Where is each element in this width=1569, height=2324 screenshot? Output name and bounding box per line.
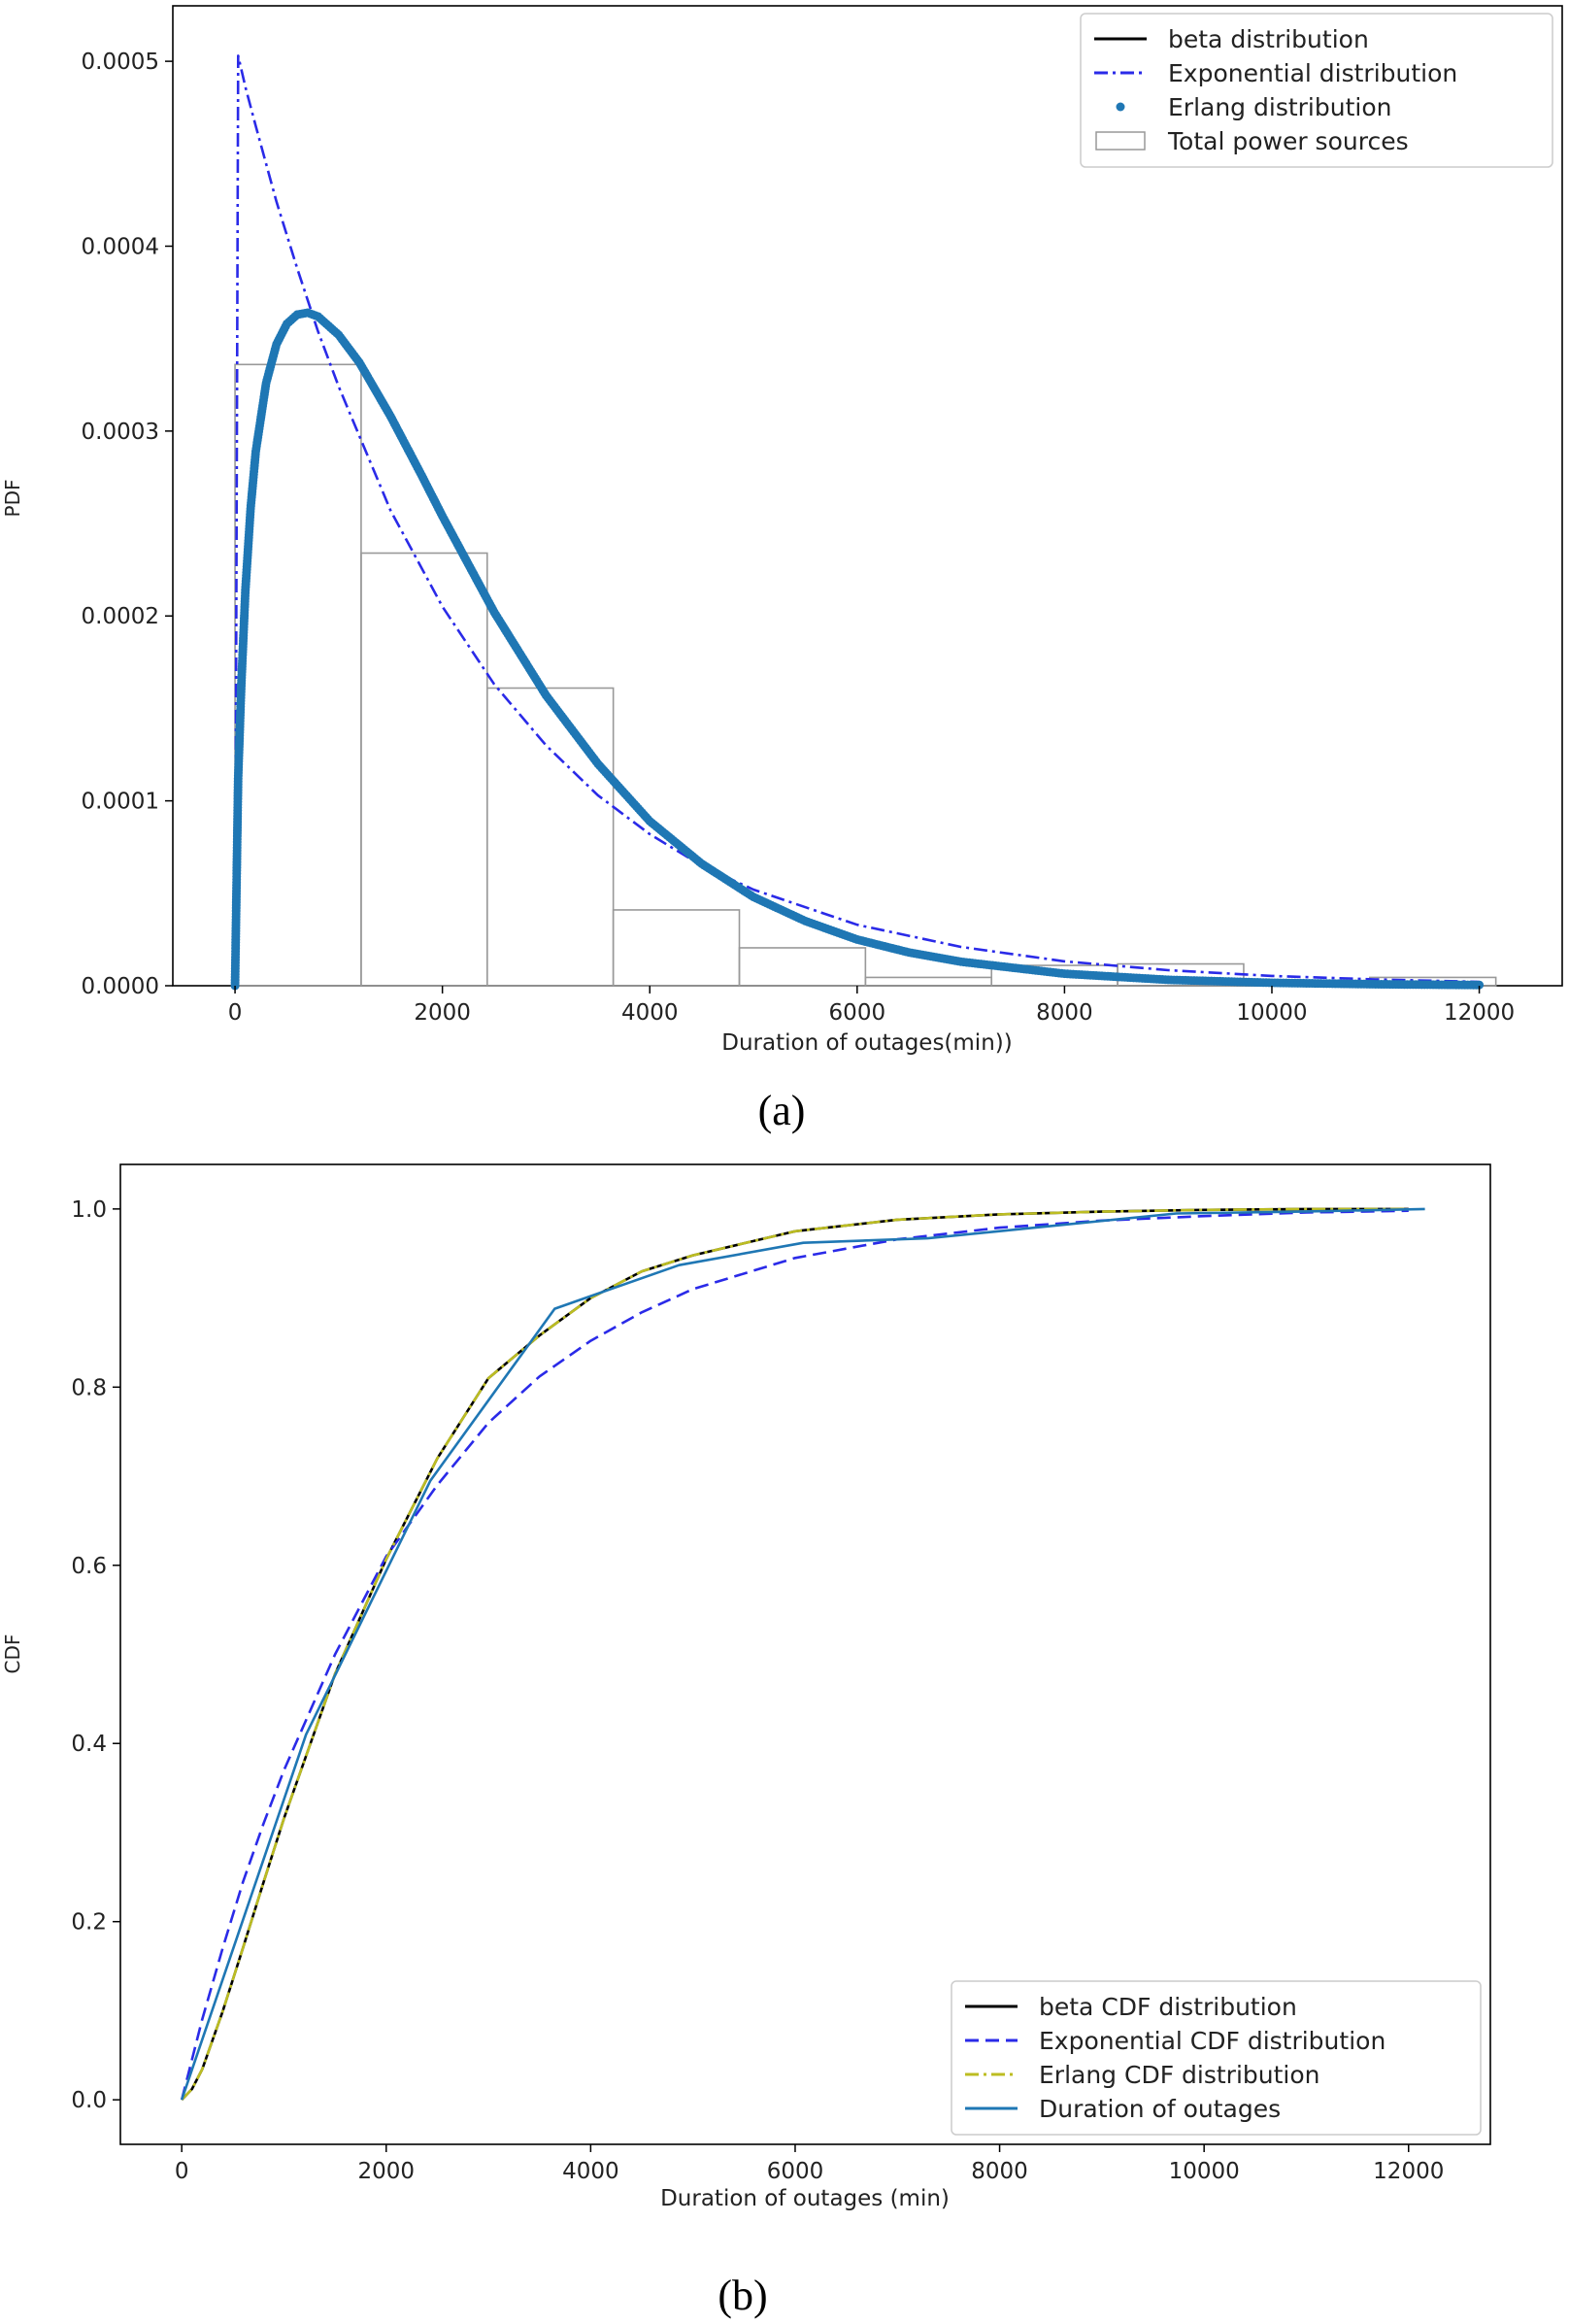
cdf-x-ticks: 0 2000 4000 6000 8000 10000 12000 — [175, 2144, 1444, 2184]
series-line — [233, 311, 1480, 987]
cdf-legend: beta CDF distribution Exponential CDF dis… — [951, 1980, 1482, 2136]
legend-label: Exponential CDF distribution — [1039, 2027, 1385, 2055]
histogram-bar — [485, 687, 615, 987]
histogram-bar — [864, 976, 993, 987]
series-line — [181, 1207, 1409, 2101]
x-tick-label: 10000 — [1169, 2159, 1240, 2184]
x-tick-label: 6000 — [767, 2159, 824, 2184]
pdf-y-ticks: 0.0000 0.0001 0.0002 0.0003 0.0004 0.0005 — [82, 50, 173, 999]
legend-box — [951, 1980, 1482, 2136]
pdf-series — [230, 54, 1485, 991]
y-tick-label: 0.8 — [71, 1375, 107, 1400]
legend-label: Erlang CDF distribution — [1039, 2061, 1320, 2089]
y-tick-label: 0.0005 — [82, 50, 159, 75]
x-tick-label: 4000 — [621, 1000, 679, 1026]
y-tick-label: 0.0000 — [82, 974, 159, 999]
x-tick-label: 12000 — [1444, 1000, 1515, 1026]
x-tick-label: 4000 — [562, 2159, 619, 2184]
x-tick-label: 2000 — [358, 2159, 416, 2184]
cdf-chart: 0 2000 4000 6000 8000 10000 12000 0.0 0.2 0.4 0.6… — [1, 1163, 1491, 2319]
pdf-chart: 0 2000 4000 6000 8000 10000 12000 0.0000 0.0001… — [1, 5, 1563, 1134]
erlang-dot-series — [230, 308, 1485, 991]
y-tick-label: 0.4 — [71, 1732, 107, 1757]
panel-label-b: (b) — [718, 2272, 767, 2319]
cdf-y-ticks: 0.0 0.2 0.4 0.6 0.8 1.0 — [71, 1197, 120, 2113]
series-line — [180, 1207, 1425, 2101]
panel-label-a: (a) — [758, 1087, 806, 1134]
series-line — [180, 1209, 1409, 2101]
cdf-plot-frame — [119, 1163, 1491, 2145]
legend-box — [1080, 13, 1553, 168]
histogram-bar — [360, 552, 488, 987]
y-tick-label: 0.0003 — [82, 420, 159, 445]
y-tick-label: 1.0 — [71, 1197, 107, 1223]
y-tick-label: 0.0001 — [82, 790, 159, 815]
x-tick-label: 8000 — [1036, 1000, 1093, 1026]
cdf-y-axis-label: CDF — [1, 1634, 24, 1674]
histogram-bar — [612, 909, 741, 987]
y-tick-label: 0.0004 — [82, 234, 159, 259]
legend-label: Erlang distribution — [1168, 93, 1391, 121]
y-tick-label: 0.0 — [71, 2088, 107, 2113]
x-tick-label: 2000 — [414, 1000, 471, 1026]
legend-label: Duration of outages — [1039, 2095, 1281, 2123]
pdf-x-axis-label: Duration of outages(min)) — [721, 1030, 1012, 1056]
y-tick-label: 0.6 — [71, 1554, 107, 1579]
cdf-series — [180, 1207, 1425, 2101]
series-line — [233, 54, 1480, 987]
legend-label: Total power sources — [1167, 127, 1409, 155]
x-tick-label: 12000 — [1373, 2159, 1444, 2184]
series-line — [181, 1207, 1409, 2101]
pdf-legend: beta distribution Exponential distributio… — [1080, 13, 1553, 168]
legend-label: Exponential distribution — [1168, 59, 1457, 87]
legend-swatch — [1095, 131, 1146, 151]
y-tick-label: 0.0002 — [82, 604, 159, 629]
cdf-x-axis-label: Duration of outages (min) — [660, 2186, 950, 2211]
legend-label: beta CDF distribution — [1039, 1993, 1297, 2021]
erlang-point — [1475, 980, 1485, 990]
histogram-bars — [234, 363, 1497, 987]
y-tick-label: 0.2 — [71, 1910, 107, 1936]
legend-label: beta distribution — [1168, 25, 1369, 53]
histogram-bar — [738, 947, 867, 987]
pdf-y-axis-label: PDF — [1, 480, 24, 518]
x-tick-label: 0 — [228, 1000, 243, 1026]
x-tick-label: 8000 — [971, 2159, 1028, 2184]
pdf-x-ticks: 0 2000 4000 6000 8000 10000 12000 — [228, 986, 1515, 1026]
x-tick-label: 6000 — [829, 1000, 886, 1026]
x-tick-label: 0 — [175, 2159, 189, 2184]
x-tick-label: 10000 — [1236, 1000, 1307, 1026]
legend-swatch — [1116, 102, 1125, 112]
